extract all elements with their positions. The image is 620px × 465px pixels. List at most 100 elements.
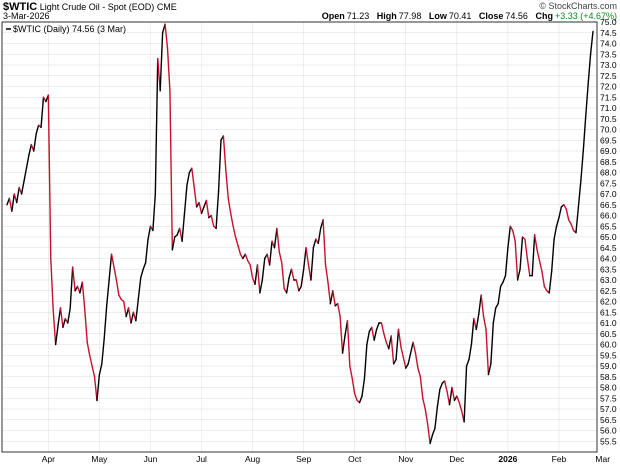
price-segment (20, 180, 25, 195)
price-segment (448, 386, 453, 406)
x-tick-label: Dec (449, 454, 465, 464)
price-segment (371, 326, 375, 341)
y-tick-label: 68.5 (600, 157, 617, 167)
price-segment (383, 333, 388, 344)
price-segment (103, 305, 108, 339)
y-tick-label: 63.5 (600, 264, 617, 274)
price-segment (543, 285, 548, 292)
x-tick-label: Jul (196, 454, 207, 464)
price-segment (244, 253, 249, 262)
x-tick-label: Apr (42, 454, 55, 464)
y-tick-label: 64.0 (600, 254, 617, 264)
price-segment (16, 186, 20, 204)
y-tick-label: 59.5 (600, 350, 617, 360)
price-segment (142, 262, 147, 270)
price-segment (115, 279, 120, 296)
price-segment (575, 206, 580, 234)
price-segment (553, 225, 558, 240)
x-tick-label: May (91, 454, 108, 464)
price-segment (186, 171, 191, 187)
price-segment (373, 328, 378, 341)
price-segment (169, 90, 174, 251)
price-segment (429, 434, 434, 445)
x-tick-label: 2026 (498, 454, 517, 464)
price-segment (273, 227, 278, 249)
price-segment (585, 83, 589, 118)
price-segment (227, 197, 232, 215)
close-label: Close (478, 11, 504, 21)
price-segment (247, 259, 251, 266)
y-tick-label: 67.5 (600, 178, 617, 188)
price-segment (424, 408, 429, 425)
price-segment (232, 225, 237, 238)
price-segment (33, 133, 37, 152)
y-tick-label: 61.5 (600, 307, 617, 317)
y-tick-label: 66.0 (600, 211, 617, 221)
price-segment (504, 247, 509, 277)
price-segment (512, 229, 516, 243)
price-segment (93, 376, 98, 402)
y-tick-label: 63.0 (600, 275, 617, 285)
y-tick-label: 72.0 (600, 82, 617, 92)
price-segment (144, 238, 149, 264)
chart-header-line2: 3-Mar-2026 Open 71.23 High 77.98 Low 70.41 … (0, 11, 620, 23)
price-segment (558, 206, 563, 219)
price-segment (11, 193, 15, 212)
y-tick-label: 61.0 (600, 318, 617, 328)
price-segment (526, 257, 531, 277)
price-segment (118, 294, 122, 301)
price-segment (96, 373, 101, 402)
price-segment (200, 206, 205, 215)
price-segment (57, 307, 62, 326)
price-segment (463, 365, 468, 423)
price-segment (492, 307, 497, 324)
price-series-line[interactable] (6, 23, 594, 445)
price-segment (50, 257, 54, 311)
y-tick-label: 72.5 (600, 71, 617, 81)
y-tick-label: 66.5 (600, 200, 617, 210)
price-segment (171, 236, 176, 251)
price-segment (261, 257, 266, 281)
y-tick-label: 65.0 (600, 232, 617, 242)
price-segment (101, 337, 105, 365)
price-segment (419, 376, 424, 399)
price-segment (516, 268, 521, 281)
price-segment (426, 423, 431, 445)
legend: $WTIC (Daily) 74.56 (3 Mar) (6, 24, 126, 34)
price-segment (181, 212, 186, 243)
price-segment (268, 240, 273, 266)
price-segment (88, 354, 93, 367)
price-segment (422, 397, 426, 410)
chart-header-line1: $WTIC Light Crude Oil - Spot (EOD) CME ©… (0, 1, 620, 13)
y-tick-label: 67.0 (600, 189, 617, 199)
price-segment (327, 281, 332, 305)
x-tick-label: Sep (296, 454, 311, 464)
price-segment (358, 395, 363, 404)
price-segment (154, 57, 159, 195)
price-segment (166, 47, 171, 92)
price-segment (193, 186, 198, 208)
price-segment (458, 401, 463, 412)
price-segment (215, 191, 220, 230)
price-segment (152, 193, 157, 232)
price-segment (288, 268, 293, 279)
price-segment (110, 253, 115, 268)
x-tick-label: Jun (144, 454, 158, 464)
y-tick-label: 75.0 (600, 17, 617, 27)
price-segment (290, 268, 295, 281)
price-segment (278, 251, 283, 264)
y-tick-label: 64.5 (600, 243, 617, 253)
price-segment (225, 169, 229, 200)
price-segment (468, 343, 473, 361)
price-segment (405, 363, 409, 369)
price-segment (35, 124, 40, 135)
price-segment (487, 363, 492, 376)
price-segment (475, 313, 480, 331)
price-segment (349, 365, 353, 380)
price-segment (589, 30, 594, 55)
y-tick-label: 68.0 (600, 168, 617, 178)
y-tick-label: 60.5 (600, 329, 617, 339)
y-tick-label: 56.5 (600, 415, 617, 425)
price-segment (281, 262, 285, 290)
price-segment (392, 358, 397, 365)
